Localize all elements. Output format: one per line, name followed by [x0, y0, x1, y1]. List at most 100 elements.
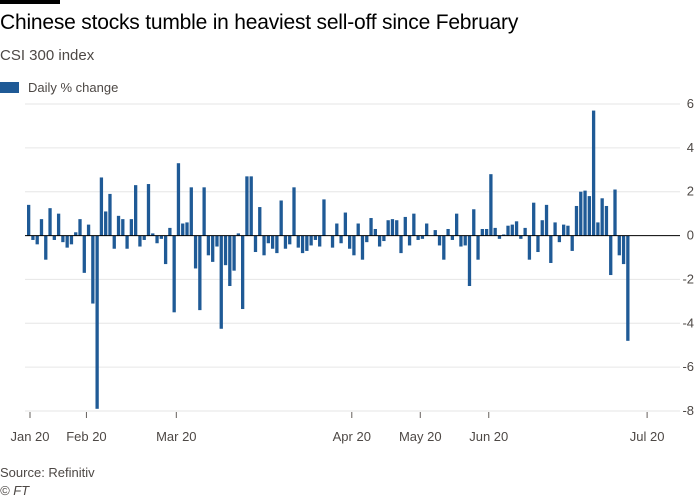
bar-daily-change [155, 235, 159, 244]
bar-daily-change [95, 235, 99, 409]
bar-daily-change [292, 187, 296, 236]
bar-daily-change [463, 235, 467, 246]
bar-daily-change [532, 202, 536, 236]
y-tick-label: 0 [687, 228, 694, 243]
bar-daily-change [330, 235, 335, 248]
bar-daily-change [228, 235, 232, 287]
x-tick-label: Feb 20 [66, 429, 106, 444]
bar-daily-change [262, 235, 266, 256]
bar-daily-change [437, 235, 442, 246]
bar-daily-change [108, 193, 112, 236]
bar-daily-change [56, 213, 61, 236]
bar-daily-change [339, 235, 343, 244]
bar-daily-change [425, 223, 429, 236]
bar-daily-change [181, 223, 185, 236]
x-tick-label: Mar 20 [156, 429, 196, 444]
bar-daily-change [211, 235, 215, 262]
bar-daily-change [65, 235, 69, 248]
bar-daily-change [621, 235, 626, 265]
bar-daily-change [416, 235, 420, 240]
bar-daily-change [420, 235, 425, 239]
bar-daily-change [223, 235, 228, 266]
bar-daily-change [335, 223, 339, 236]
y-tick-label: -2 [682, 271, 694, 286]
bar-daily-change [270, 235, 275, 249]
bar-daily-change [189, 187, 193, 236]
bar-daily-change [343, 212, 348, 236]
bar-daily-change [493, 227, 497, 236]
bar-daily-change [300, 235, 305, 254]
bar-daily-change [412, 213, 416, 236]
bar-daily-change [407, 235, 412, 246]
chart-title: Chinese stocks tumble in heaviest sell-o… [0, 11, 519, 34]
bar-daily-change [163, 235, 168, 265]
bar-daily-change [390, 219, 395, 236]
bar-daily-change [279, 200, 283, 236]
chart-legend: Daily % change [0, 80, 118, 95]
bar-daily-change [369, 218, 373, 236]
bar-daily-change [253, 235, 258, 253]
bar-daily-change [258, 207, 262, 236]
bar-daily-change [356, 223, 360, 236]
bar-daily-change [536, 235, 540, 253]
y-tick-label: 4 [687, 140, 694, 155]
bar-daily-change [121, 219, 125, 236]
bar-daily-change [587, 196, 591, 236]
x-tick-label: Apr 20 [333, 429, 371, 444]
bar-daily-change [476, 235, 480, 260]
bar-daily-change [502, 234, 506, 236]
y-tick-label: 6 [687, 96, 694, 111]
bar-daily-change [198, 235, 202, 311]
bar-daily-change [82, 235, 86, 273]
bar-daily-change [613, 189, 617, 236]
bar-daily-change [283, 235, 288, 249]
x-tick-label: Jan 20 [10, 429, 49, 444]
bar-daily-change [44, 235, 48, 260]
bar-daily-change [549, 235, 553, 263]
x-axis-ticks: Jan 20 Feb 20 Mar 20 Apr 20 May 20 Jun 20 Jul … [10, 412, 664, 444]
bar-daily-change [514, 221, 519, 236]
bar-daily-change [459, 235, 463, 247]
bar-daily-change [566, 225, 570, 236]
bar-daily-change [480, 228, 484, 236]
bar-daily-change [472, 209, 476, 236]
bar-daily-change [206, 235, 211, 256]
bar-daily-change [193, 235, 198, 269]
bar-daily-change [172, 235, 176, 313]
bar-daily-change [527, 235, 532, 260]
bar-daily-change [104, 211, 108, 236]
bar-daily-change [360, 235, 365, 260]
bar-daily-change [450, 235, 455, 240]
bar-daily-change [352, 235, 356, 256]
bar-daily-change [583, 190, 587, 236]
bar-daily-change [185, 222, 189, 236]
bar-daily-change [523, 227, 527, 236]
bar-daily-change [99, 177, 104, 236]
bar-daily-change [553, 222, 557, 236]
bar-daily-change [125, 235, 129, 249]
bar-daily-change [138, 235, 142, 247]
gridlines [25, 103, 680, 412]
bar-daily-change [27, 204, 31, 236]
x-tick-label: Jun 20 [469, 429, 508, 444]
bar-daily-change [168, 227, 172, 236]
bar-daily-change [570, 235, 574, 251]
bar-daily-change [275, 235, 279, 254]
bar-daily-change [591, 110, 596, 236]
bar-daily-change [540, 220, 544, 236]
bar-daily-change [146, 184, 151, 236]
bar-daily-change [562, 224, 566, 236]
bar-daily-change [497, 235, 502, 239]
y-tick-label: -6 [682, 359, 694, 374]
x-tick-label: Jul 20 [630, 429, 665, 444]
bar-daily-change [241, 235, 245, 310]
bar-daily-change [373, 228, 377, 236]
bar-daily-change [232, 235, 236, 271]
bar-daily-change [159, 235, 163, 239]
bar-daily-change [78, 219, 82, 236]
bar-daily-change [446, 228, 450, 236]
bar-daily-change [433, 230, 437, 236]
bar-daily-change [604, 205, 609, 236]
bar-daily-change [202, 187, 206, 236]
